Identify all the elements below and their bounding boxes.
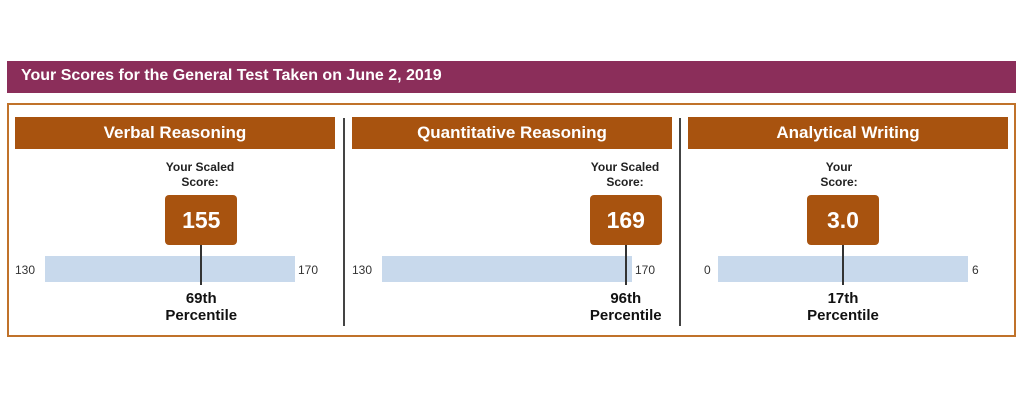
- range-max-label: 170: [298, 263, 319, 277]
- score-range-bar: [45, 256, 295, 282]
- verbal-reasoning-panel: Verbal Reasoning Your Scaled Score: 155 …: [15, 117, 335, 327]
- section-header: Quantitative Reasoning: [352, 117, 672, 149]
- score-label: Your Score:: [820, 160, 858, 189]
- section-divider: [343, 118, 345, 326]
- page-title: Your Scores for the General Test Taken o…: [21, 67, 442, 84]
- percentile-label: 69th Percentile: [165, 290, 238, 324]
- score-box: 155: [165, 195, 238, 245]
- quantitative-reasoning-panel: Quantitative Reasoning Your Scaled Score…: [352, 117, 672, 327]
- section-header: Verbal Reasoning: [15, 117, 335, 149]
- range-max-label: 170: [635, 263, 656, 277]
- percentile-label: 96th Percentile: [589, 290, 662, 324]
- range-min-label: 130: [15, 263, 36, 277]
- section-divider: [679, 118, 681, 326]
- analytical-writing-panel: Analytical Writing Your Score: 3.0 0 6 1…: [688, 117, 1008, 327]
- range-max-label: 6: [972, 263, 979, 277]
- percentile-label: 17th Percentile: [807, 290, 879, 324]
- range-min-label: 0: [704, 263, 711, 277]
- score-marker: [200, 245, 203, 285]
- score-box: 3.0: [807, 195, 879, 245]
- score-range-bar: [382, 256, 632, 282]
- range-min-label: 130: [352, 263, 373, 277]
- score-marker: [842, 245, 844, 285]
- score-label: Your Scaled Score:: [590, 160, 660, 189]
- title-bar: Your Scores for the General Test Taken o…: [7, 61, 1016, 93]
- score-label: Your Scaled Score:: [165, 160, 235, 189]
- score-marker: [624, 245, 627, 285]
- score-box: 169: [589, 195, 662, 245]
- section-header: Analytical Writing: [688, 117, 1008, 149]
- scores-container: [7, 103, 1016, 337]
